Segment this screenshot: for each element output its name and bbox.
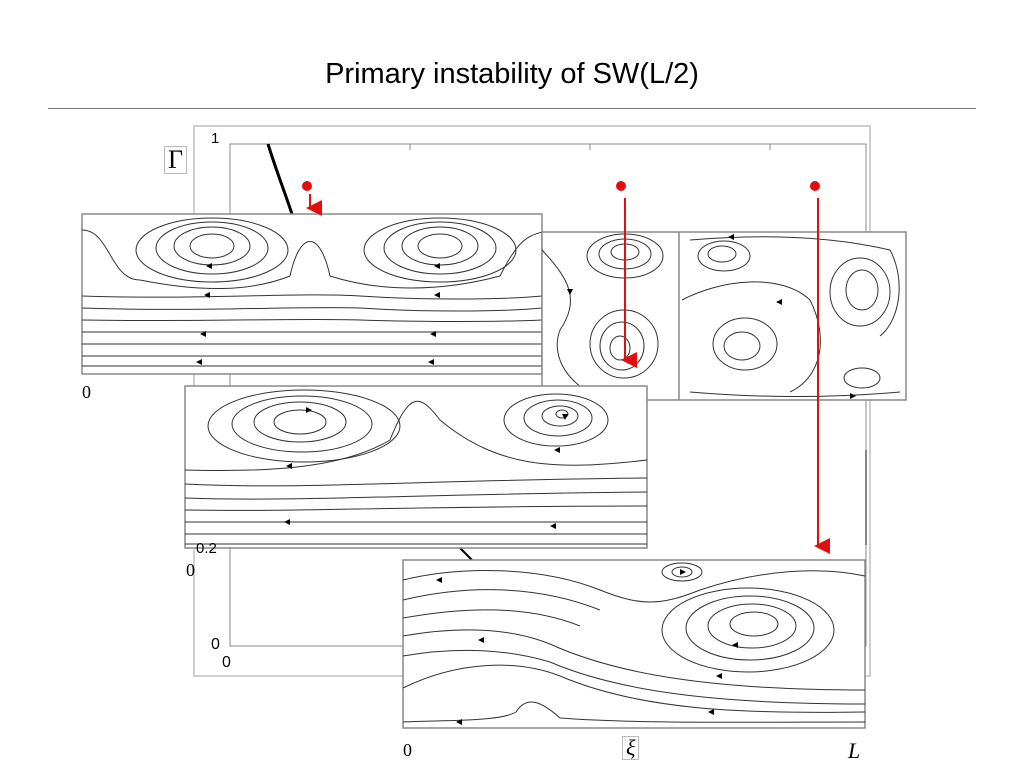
origin-y-label: 0 (211, 636, 220, 653)
panel-c-x-left: 0 (186, 560, 195, 580)
origin-x-label: 0 (222, 654, 231, 671)
y-axis-symbol: Γ (164, 146, 188, 174)
instability-markers (302, 181, 830, 554)
marker-b (616, 181, 626, 191)
slide-title: Primary instability of SW(L/2) (325, 58, 699, 90)
panel-d-x-right: L (848, 738, 861, 763)
streamline-panel-d (402, 559, 866, 729)
streamline-panel-c (184, 385, 648, 549)
title-divider (48, 108, 976, 109)
y-low-label: 0.2 (196, 540, 217, 557)
y-max-label: 1 (211, 130, 220, 147)
marker-c (810, 181, 820, 191)
panel-d-x-mid: ξ (622, 736, 640, 760)
marker-a (302, 181, 312, 191)
stability-curve-tail (459, 547, 473, 561)
streamline-panel-b (541, 231, 907, 401)
panel-a-x-left: 0 (82, 382, 91, 402)
streamline-panel-a (81, 213, 543, 375)
panel-d-x-left: 0 (403, 740, 412, 760)
stability-curve (266, 143, 294, 215)
